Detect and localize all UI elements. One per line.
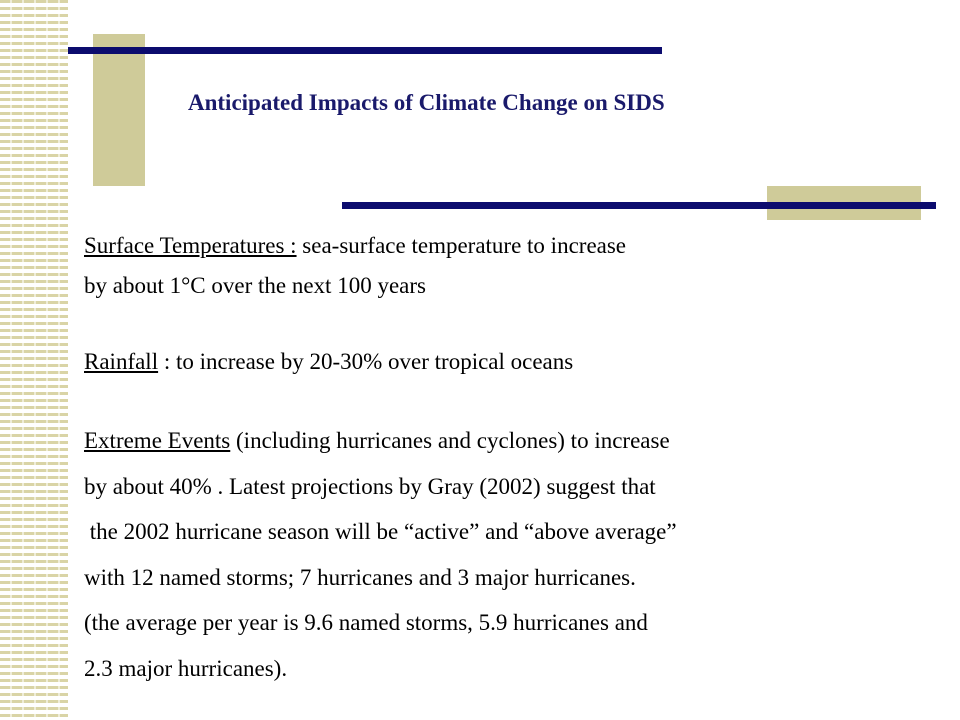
extreme-events-line-1: Extreme Events (including hurricanes and… — [84, 418, 677, 464]
extreme-events-line-3: the 2002 hurricane season will be “activ… — [84, 519, 677, 544]
extreme-events-line-4: with 12 named storms; 7 hurricanes and 3… — [84, 564, 636, 590]
extreme-events-label: Extreme Events — [84, 428, 231, 453]
extreme-events-text: (including hurricanes and cyclones) to i… — [230, 428, 670, 453]
surface-temperatures-label: Surface Temperatures : — [84, 233, 297, 258]
extreme-events-line-5: (the average per year is 9.6 named storm… — [84, 610, 648, 635]
surface-temperatures-paragraph: Surface Temperatures : sea-surface tempe… — [84, 226, 626, 306]
rainfall-label: Rainfall — [84, 349, 159, 374]
surface-temperatures-line-1: Surface Temperatures : sea-surface tempe… — [84, 226, 626, 266]
decorative-stripe-band — [0, 0, 68, 720]
rainfall-line: Rainfall : to increase by 20-30% over tr… — [84, 340, 573, 384]
decorative-mid-rule — [342, 202, 936, 209]
surface-temperatures-line-2: by about 1°C over the next 100 years — [84, 273, 426, 298]
extreme-events-line-6: 2.3 major hurricanes). — [84, 655, 288, 681]
extreme-events-paragraph: Extreme Events (including hurricanes and… — [84, 418, 677, 691]
decorative-top-rule — [68, 47, 662, 54]
rainfall-paragraph: Rainfall : to increase by 20-30% over tr… — [84, 340, 573, 384]
surface-temperatures-text: sea-surface temperature to increase — [296, 233, 627, 258]
extreme-events-line-2: by about 40% . Latest projections by Gra… — [84, 473, 656, 499]
slide-title: Anticipated Impacts of Climate Change on… — [188, 90, 665, 115]
rainfall-text: : to increase by 20-30% over tropical oc… — [158, 349, 574, 374]
decorative-accent-block-left — [93, 34, 145, 186]
